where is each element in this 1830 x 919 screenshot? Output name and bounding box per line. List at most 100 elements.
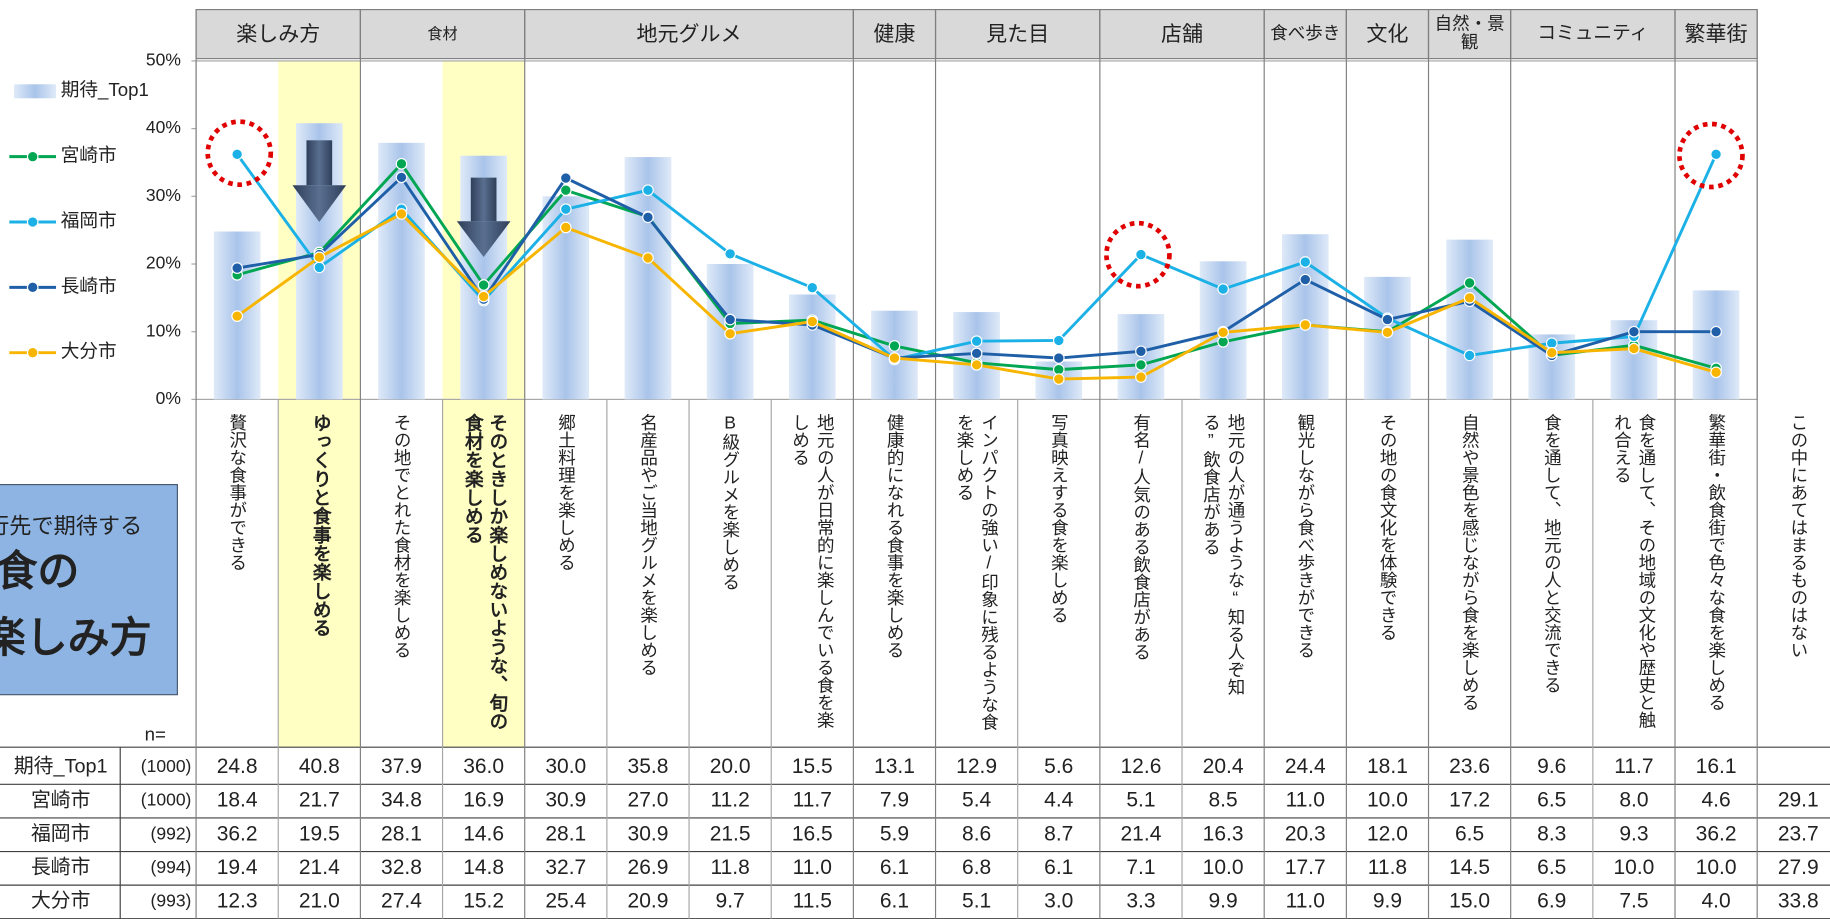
series-point <box>231 262 243 274</box>
series-point <box>1135 359 1147 371</box>
series-point <box>313 251 326 264</box>
table-value: 29.1 <box>1778 789 1819 812</box>
table-value: 7.9 <box>880 789 909 812</box>
category-label: 自然や景色を感じながら食を楽しめる <box>1459 413 1480 712</box>
series-point <box>1217 326 1229 339</box>
table-value: 8.7 <box>1044 822 1073 845</box>
group-label-wrap: 文化 <box>1346 10 1428 59</box>
table-value: 11.8 <box>710 856 749 879</box>
table-value: 20.4 <box>1203 755 1244 778</box>
group-label-box: 店舗 <box>1161 21 1204 46</box>
category-label: 食を通して、その地域の文化や歴史と触れ合える <box>1611 413 1657 729</box>
table-value: 14.5 <box>1449 856 1490 879</box>
table-value: 12.9 <box>956 755 997 778</box>
table-value: 25.4 <box>545 889 586 912</box>
category-label-box: 繁華街・飲食街で色々な食を楽しめる <box>1706 413 1726 712</box>
y-tick-label: 10% <box>146 320 181 340</box>
group-label-wrap: 健康 <box>853 10 935 59</box>
table-value: 24.8 <box>217 755 258 778</box>
table-value: 37.9 <box>381 755 422 778</box>
category-label: B級グルメを楽しめる <box>720 413 741 591</box>
category-label-wrap: 地元の人が日常的に楽しんでいる食を楽しめる <box>774 413 851 742</box>
category-label-wrap: インパクトの強い/印象に残るような食を楽しめる <box>938 413 1015 742</box>
table-value: 6.5 <box>1537 856 1566 879</box>
row-n: (993) <box>151 891 192 911</box>
table-value: 19.4 <box>217 856 258 879</box>
category-label-box: そのときしか楽しめないような、旬の食材を楽しめる <box>461 413 506 731</box>
table-value: 16.5 <box>792 822 833 845</box>
group-label-box: 楽しみ方 <box>236 21 321 46</box>
group-header <box>1674 9 1758 60</box>
series-point <box>1463 292 1476 304</box>
table-value: 32.8 <box>381 856 422 879</box>
table-value: 6.5 <box>1455 822 1484 845</box>
table-value: 18.4 <box>217 789 258 812</box>
category-label-box: 健康的になれる食事を楽しめる <box>884 413 905 659</box>
row-label: 宮崎市 <box>31 789 90 811</box>
row-n: (1000) <box>141 790 192 810</box>
series-point <box>1052 373 1065 385</box>
series-point <box>313 261 326 274</box>
table-value: 11.0 <box>1286 889 1325 912</box>
series-point <box>1463 277 1476 289</box>
series-point <box>1135 248 1147 261</box>
series-point <box>806 281 819 294</box>
legend-marker <box>26 346 39 359</box>
table-value: 27.9 <box>1778 856 1819 879</box>
group-label-box: 食材 <box>360 10 524 59</box>
group-label-box: コミュニティ <box>1511 10 1675 59</box>
table-value: 26.9 <box>628 856 669 879</box>
table-value: 9.3 <box>1619 822 1648 845</box>
series-point <box>1299 319 1312 331</box>
group-label-box: 地元グルメ <box>637 23 742 45</box>
table-value: 11.0 <box>1286 789 1325 812</box>
table-value: 23.6 <box>1449 755 1490 778</box>
series-point <box>970 347 983 360</box>
table-value: 17.7 <box>1285 856 1326 879</box>
category-label: 繁華街・飲食街で色々な食を楽しめる <box>1706 413 1726 712</box>
series-point <box>559 172 572 184</box>
group-label-wrap: コミュニティ <box>1511 10 1675 59</box>
legend-swatch <box>14 84 57 99</box>
category-label: そのときしか楽しめないような、旬の食材を楽しめる <box>461 413 506 731</box>
legend-marker <box>26 216 39 228</box>
category-label-box: 食を通して、地元の人と交流できる <box>1542 413 1562 693</box>
category-label: 写真映えする食を楽しめる <box>1048 413 1069 624</box>
category-label: その地の食文化を体験できる <box>1377 413 1398 641</box>
table-value: 15.0 <box>1449 889 1490 912</box>
series-point <box>1710 325 1722 338</box>
group-label: 楽しみ方 <box>236 21 321 46</box>
category-label-wrap: その地の食文化を体験できる <box>1349 413 1426 742</box>
table-value: 21.5 <box>710 822 751 845</box>
table-value: 14.8 <box>463 856 504 879</box>
legend-label: 期待_Top1 <box>61 79 149 101</box>
table-value: 16.1 <box>1696 755 1737 778</box>
series-point <box>724 327 736 340</box>
group-header <box>1345 9 1430 60</box>
bar <box>1446 239 1493 400</box>
title-line: 旅行先で期待する <box>0 514 142 539</box>
y-tick-label: 40% <box>146 117 181 137</box>
table-value: 5.1 <box>1126 789 1155 812</box>
table-value: 23.7 <box>1778 822 1819 845</box>
table-value: 12.6 <box>1121 755 1162 778</box>
table-value: 30.9 <box>545 789 586 812</box>
group-label: コミュニティ <box>1537 23 1649 43</box>
category-label-box: 名産品やご当地グルメを楽しめる <box>638 413 658 676</box>
y-tick-label: 50% <box>146 50 181 70</box>
series-point <box>1628 342 1640 355</box>
group-label: 店舗 <box>1161 21 1204 46</box>
table-value: 11.2 <box>710 789 749 812</box>
table-value: 30.0 <box>545 755 586 778</box>
legend-label: 長崎市 <box>61 275 117 296</box>
table-value: 8.0 <box>1619 789 1648 812</box>
category-label: 健康的になれる食事を楽しめる <box>884 413 905 659</box>
table-value: 11.0 <box>793 856 832 879</box>
table-value: 5.1 <box>962 889 991 912</box>
series-point <box>231 310 243 322</box>
category-label: 地元の人が通うような“知る人ぞ知る”飲食店がある <box>1200 413 1246 696</box>
category-label-box: 地元の人が日常的に楽しんでいる食を楽しめる <box>774 413 851 742</box>
group-label: 自然・景観 <box>1434 14 1505 53</box>
category-label-wrap: 郷土料理を楽しめる <box>527 413 604 742</box>
group-label-wrap: 食材 <box>360 10 524 59</box>
